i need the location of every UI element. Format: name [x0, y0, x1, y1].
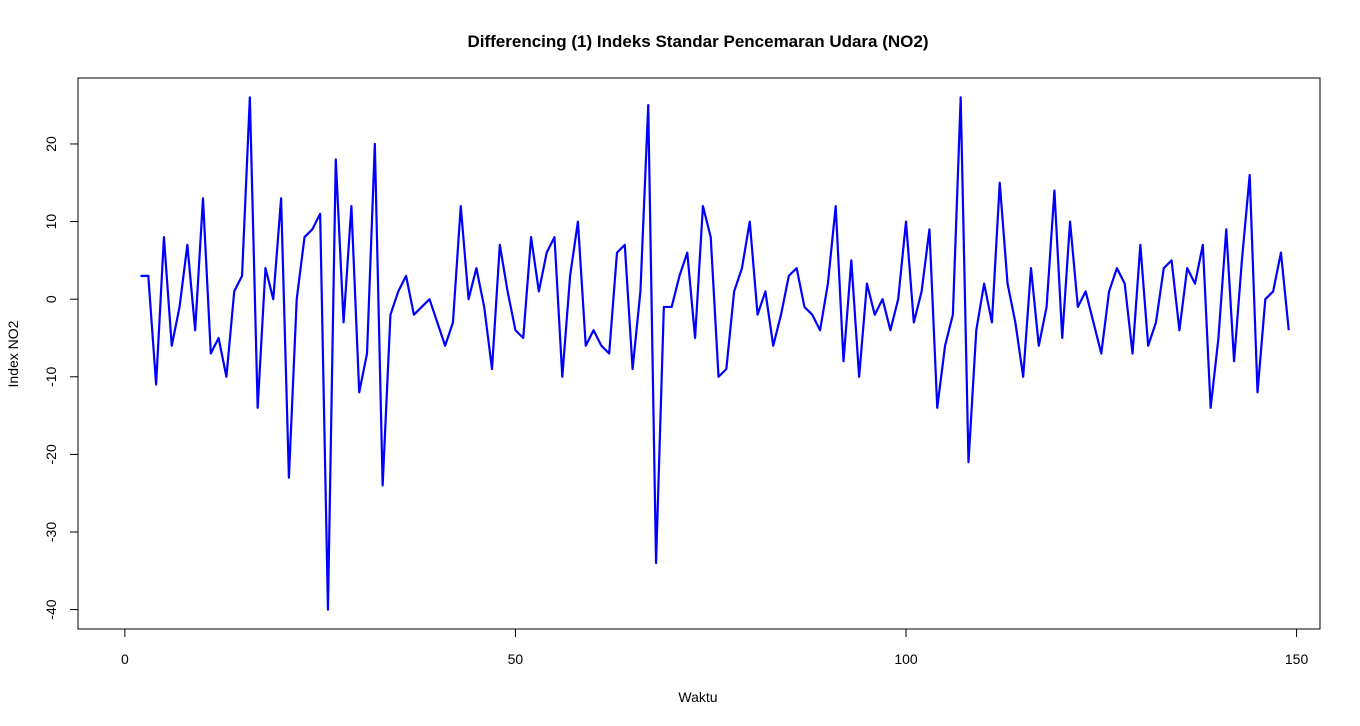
y-axis: -40 -30 -20 -10 0 10 20 [43, 136, 79, 620]
y-tick-label: -30 [43, 522, 59, 542]
y-tick-label: -20 [43, 444, 59, 464]
x-tick-label: 0 [121, 651, 129, 667]
y-tick-label: 0 [43, 295, 59, 303]
series-line-no2-diff [140, 96, 1290, 611]
y-axis-label: Index NO2 [5, 320, 21, 387]
x-axis-label: Waktu [678, 689, 717, 705]
x-tick-label: 150 [1285, 651, 1309, 667]
x-tick-label: 50 [508, 651, 524, 667]
y-tick-label: 20 [43, 136, 59, 152]
y-tick-label: -10 [43, 366, 59, 386]
plot-frame [77, 77, 1321, 630]
y-tick-label: -40 [43, 599, 59, 619]
chart-title: Differencing (1) Indeks Standar Pencemar… [467, 32, 928, 51]
y-tick-label: 10 [43, 214, 59, 230]
x-tick-label: 100 [894, 651, 918, 667]
x-axis: 0 50 100 150 [121, 628, 1309, 667]
